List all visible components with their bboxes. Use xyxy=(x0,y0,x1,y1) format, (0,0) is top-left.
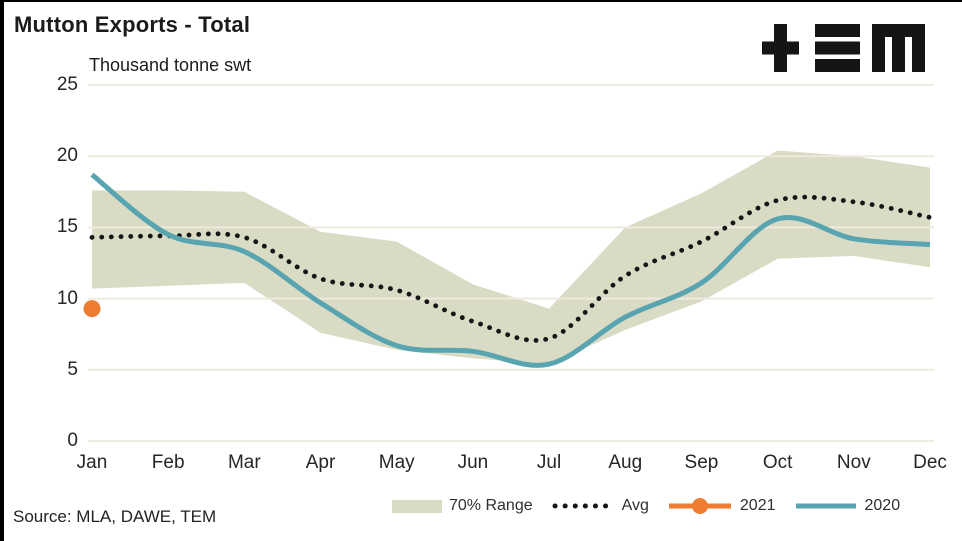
x-tick-label: Jul xyxy=(536,452,562,473)
legend-item-range: 70% Range xyxy=(392,497,533,515)
x-tick-label: Apr xyxy=(305,452,336,473)
x-tick-label: May xyxy=(378,452,415,473)
x-tick-label: Aug xyxy=(608,452,643,473)
x-tick-label: Sep xyxy=(684,452,719,473)
y-axis-unit-label: Thousand tonne swt xyxy=(89,55,252,75)
x-tick-label: Jan xyxy=(76,452,108,473)
x-tick-label: Jun xyxy=(457,452,489,473)
y-axis: 0 5 10 15 20 25 xyxy=(24,0,78,541)
tem-logo-icon xyxy=(762,24,925,72)
avg-dotted-line-icon xyxy=(552,503,615,509)
series-2021-swatch-icon xyxy=(668,498,731,514)
source-note: Source: MLA, DAWE, TEM xyxy=(13,507,217,526)
legend-item-2021: 2021 xyxy=(667,497,776,515)
chart-title: Mutton Exports - Total xyxy=(14,12,251,37)
legend-item-2020: 2020 xyxy=(794,497,901,515)
legend: 70% Range Avg 2021 2020 xyxy=(392,493,900,519)
x-tick-label: Feb xyxy=(151,452,185,473)
x-axis: Jan Feb Mar Apr May Jun Jul Aug Sep Oct Nov Dec xyxy=(0,452,962,480)
legend-label-2020: 2020 xyxy=(864,497,901,514)
legend-item-avg: Avg xyxy=(551,497,649,515)
y-tick-label: 20 xyxy=(56,145,78,167)
y-tick-label: 10 xyxy=(56,287,78,309)
y-tick-label: 15 xyxy=(56,216,78,238)
y-tick-label: 0 xyxy=(67,430,78,451)
top-border xyxy=(0,0,962,2)
x-tick-label: Oct xyxy=(762,452,793,473)
legend-label-range: 70% Range xyxy=(449,497,533,514)
x-tick-label: Mar xyxy=(227,452,261,473)
x-tick-label: Dec xyxy=(913,452,947,473)
series-2020-swatch-icon xyxy=(795,503,856,509)
y-tick-label: 25 xyxy=(56,74,78,95)
legend-label-2021: 2021 xyxy=(739,497,776,514)
legend-label-avg: Avg xyxy=(621,497,649,514)
y-tick-label: 5 xyxy=(67,358,78,380)
range-band-swatch-icon xyxy=(392,499,442,513)
x-tick-label: Nov xyxy=(836,452,871,473)
left-border xyxy=(0,0,4,541)
